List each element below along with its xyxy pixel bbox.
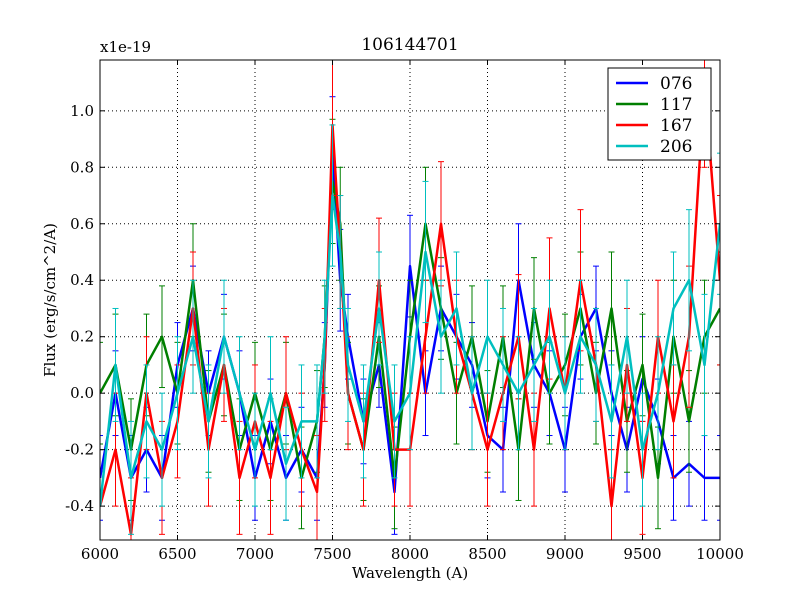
legend-label-117: 117 (660, 95, 692, 115)
x-tick-label: 9000 (546, 545, 584, 563)
y-tick-label: -0.4 (65, 497, 94, 515)
axis-ticks: 6000 6500 7000 7500 8000 8500 9000 9500 10000 -0.… (65, 60, 744, 563)
series-line-206 (100, 194, 720, 507)
y-axis-label: Flux (erg/s/cm^2/A) (41, 223, 59, 377)
y-tick-label: 0.8 (70, 158, 94, 176)
legend-label-206: 206 (660, 137, 692, 157)
y-tick-label: 0.0 (70, 384, 94, 402)
y-tick-label: 0.2 (70, 328, 94, 346)
x-tick-label: 7000 (236, 545, 274, 563)
x-tick-label: 9500 (623, 545, 661, 563)
x-axis-label: Wavelength (A) (352, 564, 468, 582)
x-tick-label: 10000 (696, 545, 744, 563)
y-tick-label: 0.6 (70, 215, 94, 233)
plot-area (100, 60, 720, 540)
legend-label-076: 076 (660, 74, 692, 94)
legend-label-167: 167 (660, 116, 692, 136)
y-tick-label: -0.2 (65, 441, 94, 459)
x-tick-label: 7500 (313, 545, 351, 563)
series-206 (100, 124, 720, 540)
offset-text: x1e-19 (100, 38, 151, 56)
x-tick-label: 6000 (81, 545, 119, 563)
y-tick-label: 0.4 (70, 271, 94, 289)
x-tick-label: 6500 (158, 545, 196, 563)
y-tick-label: 1.0 (70, 102, 94, 120)
x-tick-label: 8000 (391, 545, 429, 563)
x-tick-label: 8500 (468, 545, 506, 563)
chart-title: 106144701 (361, 35, 458, 55)
